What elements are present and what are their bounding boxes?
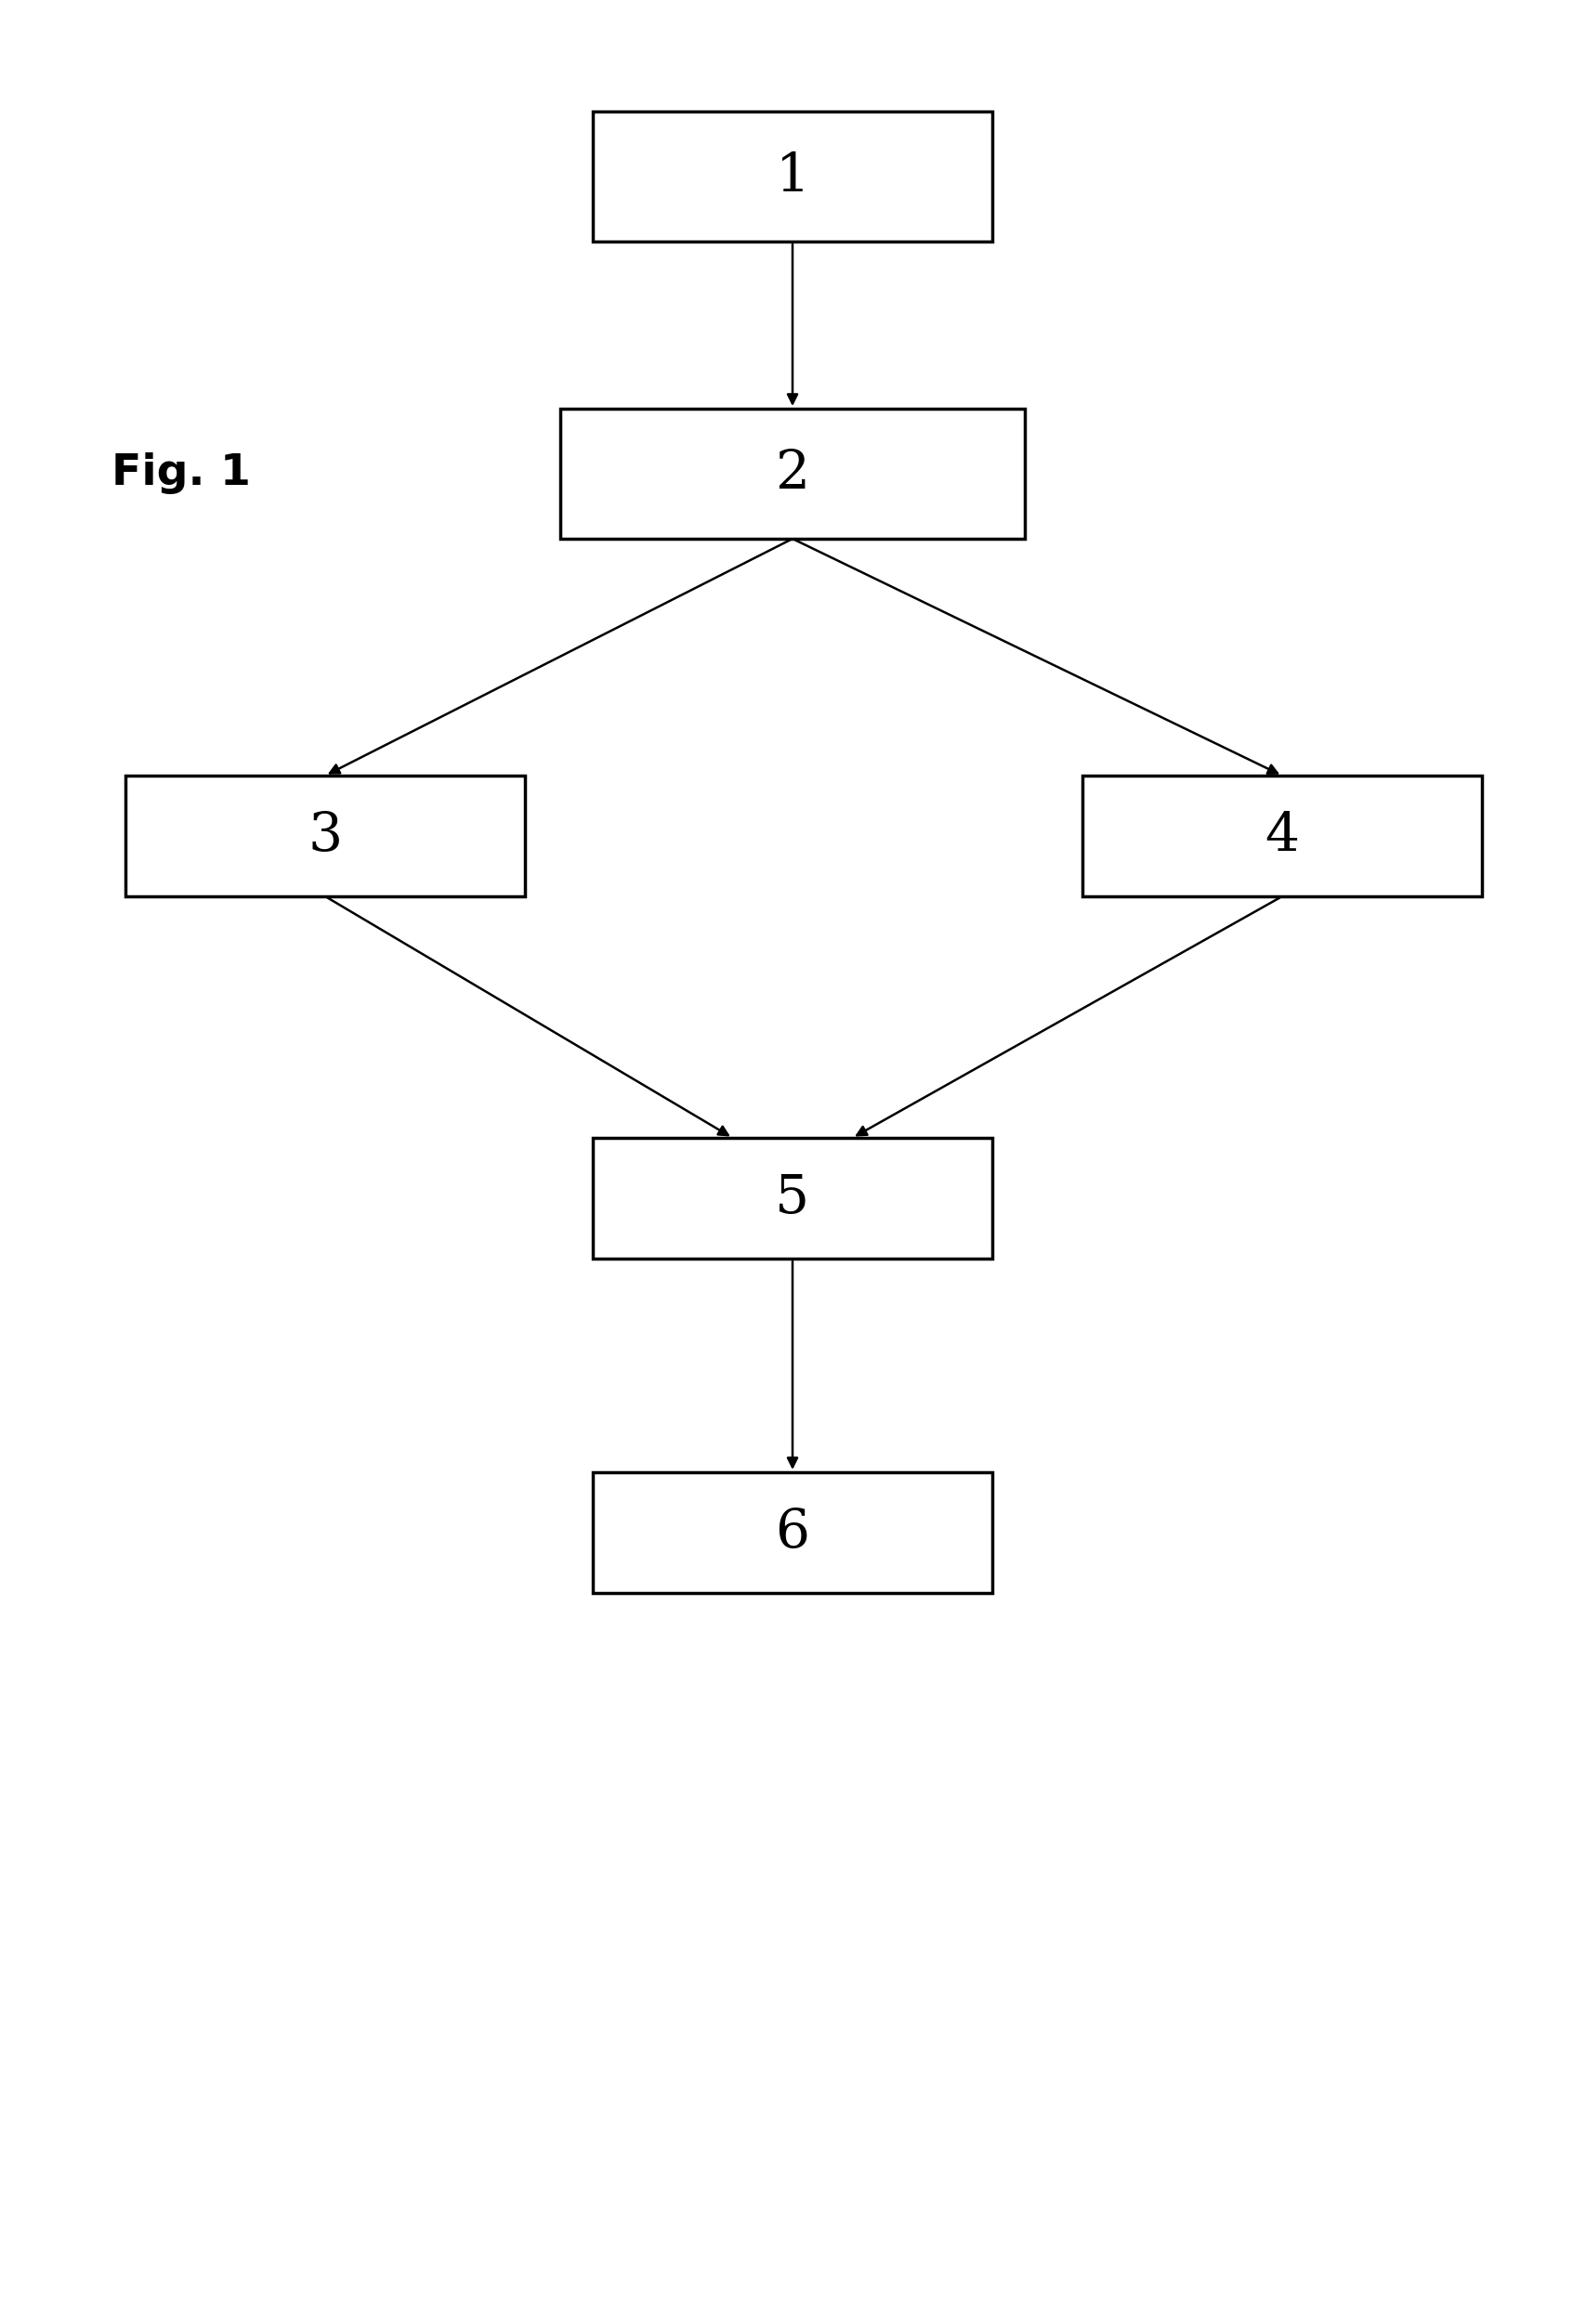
Text: 4: 4 [1266,811,1299,862]
Text: 5: 5 [776,1171,810,1225]
Bar [593,1471,993,1592]
Bar [593,1139,993,1260]
Text: Fig. 1: Fig. 1 [111,453,251,495]
Bar [560,409,1025,539]
Text: 1: 1 [776,151,810,202]
Text: 6: 6 [776,1506,810,1559]
Bar [593,112,993,242]
Text: 3: 3 [308,811,343,862]
Text: 2: 2 [776,449,810,500]
Bar [125,776,525,897]
Bar [1082,776,1481,897]
